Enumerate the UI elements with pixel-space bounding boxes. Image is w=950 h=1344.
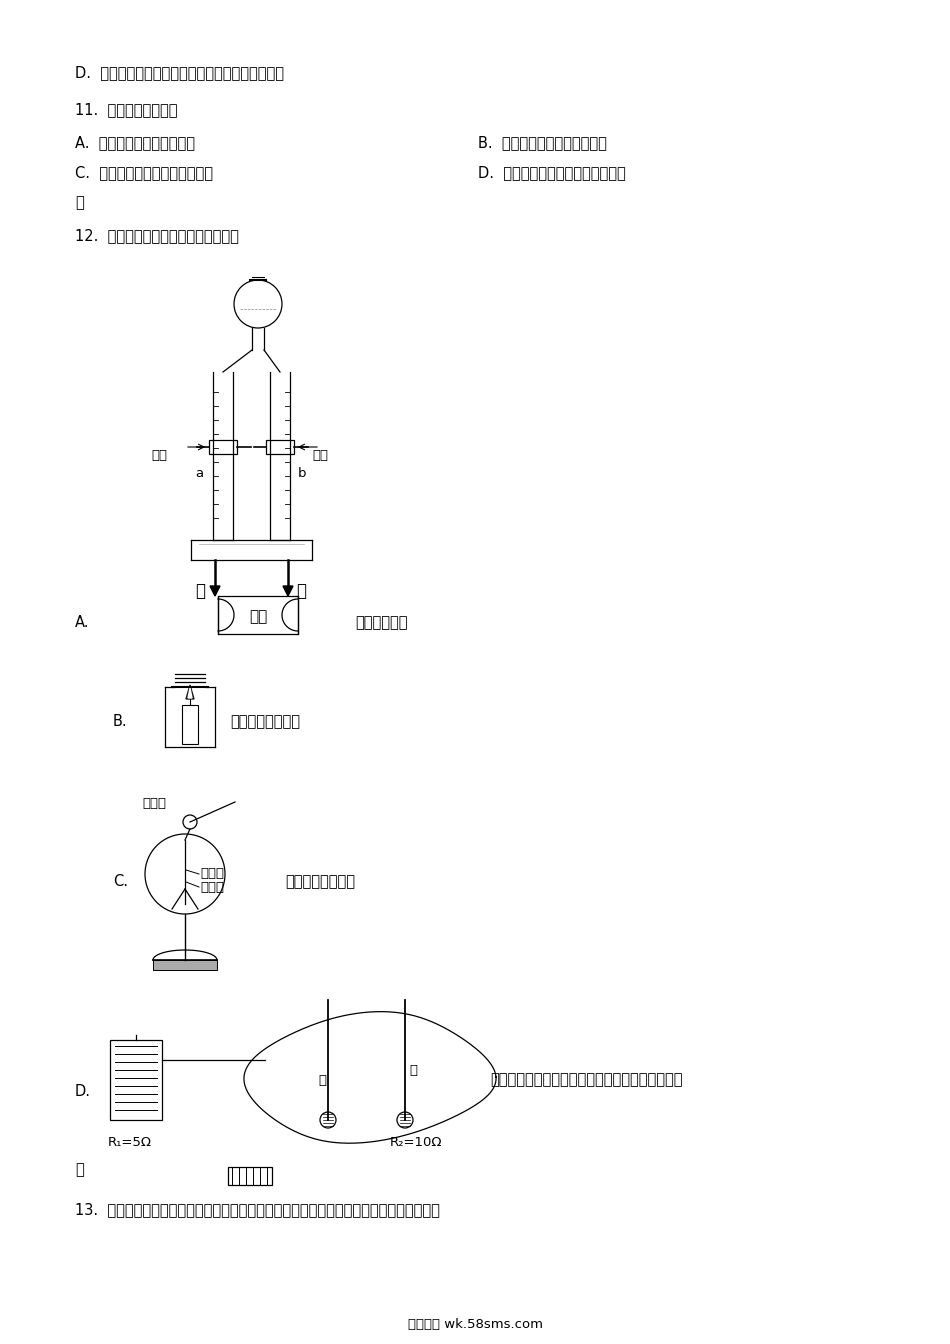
Polygon shape bbox=[210, 586, 220, 595]
Text: a: a bbox=[195, 466, 203, 480]
Bar bbox=[228, 1167, 272, 1185]
Text: B.: B. bbox=[113, 714, 127, 728]
Text: 电源: 电源 bbox=[249, 609, 267, 625]
Bar bbox=[209, 439, 237, 454]
Text: 探究电流通过导体产生热量的多少与电流大小的关: 探究电流通过导体产生热量的多少与电流大小的关 bbox=[490, 1073, 682, 1087]
Text: A.  非晶体：冰、松香、沥青: A. 非晶体：冰、松香、沥青 bbox=[75, 134, 195, 151]
Text: 五八文库 wk.58sms.com: 五八文库 wk.58sms.com bbox=[408, 1318, 542, 1331]
Text: 验证燃烧需要氧气: 验证燃烧需要氧气 bbox=[230, 714, 300, 728]
Text: 金属杆: 金属杆 bbox=[200, 867, 224, 880]
Text: 系: 系 bbox=[75, 1163, 84, 1177]
Text: C.  稀有气体：氦气、氖气、氩气: C. 稀有气体：氦气、氖气、氩气 bbox=[75, 165, 213, 180]
Bar bbox=[266, 439, 294, 454]
Text: 活塞: 活塞 bbox=[151, 449, 167, 462]
Text: 金属球: 金属球 bbox=[142, 797, 166, 810]
Text: D.  纯净物：液态氧、金刚石、矿泉: D. 纯净物：液态氧、金刚石、矿泉 bbox=[478, 165, 626, 180]
Text: 甲: 甲 bbox=[318, 1074, 326, 1087]
Text: ＋: ＋ bbox=[296, 582, 306, 599]
Polygon shape bbox=[188, 688, 192, 698]
Text: 活塞: 活塞 bbox=[312, 449, 328, 462]
Text: 12.  利用图所示器材不能完成的实验是: 12. 利用图所示器材不能完成的实验是 bbox=[75, 228, 238, 243]
Text: 13.  按图所示进行实验。当观察到热水大面积变成红色时，冷水中只有品红周围变成红色。: 13. 按图所示进行实验。当观察到热水大面积变成红色时，冷水中只有品红周围变成红… bbox=[75, 1202, 440, 1218]
Text: D.  两名同学玩跷跷板时，质量小的同学离支点近些: D. 两名同学玩跷跷板时，质量小的同学离支点近些 bbox=[75, 65, 284, 81]
Bar bbox=[182, 706, 198, 745]
Text: 11.  下列分类正确的是: 11. 下列分类正确的是 bbox=[75, 102, 178, 117]
Text: －: － bbox=[195, 582, 205, 599]
Text: 乙: 乙 bbox=[409, 1064, 417, 1077]
Text: 探究水的组成: 探究水的组成 bbox=[355, 616, 408, 630]
Text: 水: 水 bbox=[75, 195, 84, 210]
Text: b: b bbox=[298, 466, 307, 480]
Bar bbox=[153, 960, 217, 970]
Text: A.: A. bbox=[75, 616, 89, 630]
Text: D.: D. bbox=[75, 1085, 91, 1099]
Text: 检验物体是否带电: 检验物体是否带电 bbox=[285, 874, 355, 888]
Text: R₁=5Ω: R₁=5Ω bbox=[108, 1136, 152, 1149]
Polygon shape bbox=[283, 586, 293, 595]
Text: B.  绝缘体：橡胶、玻璃、石墨: B. 绝缘体：橡胶、玻璃、石墨 bbox=[478, 134, 607, 151]
Polygon shape bbox=[186, 685, 194, 699]
Bar bbox=[218, 595, 298, 634]
Text: 金属箔: 金属箔 bbox=[200, 882, 224, 894]
Text: C.: C. bbox=[113, 874, 128, 888]
Bar bbox=[110, 1040, 162, 1120]
Text: R₂=10Ω: R₂=10Ω bbox=[390, 1136, 443, 1149]
